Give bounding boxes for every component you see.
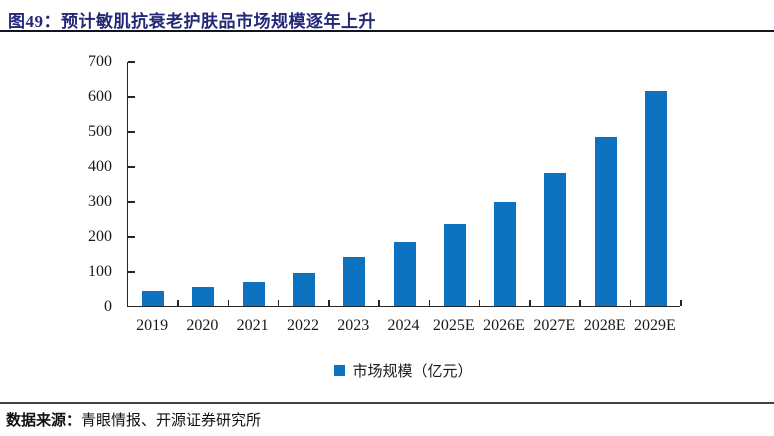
bar-2025E [443, 224, 466, 306]
y-tick-label-500: 500 [88, 123, 112, 140]
data-source: 数据来源：青眼情报、开源证券研究所 [6, 409, 261, 430]
x-tick-label-2022: 2022 [286, 317, 319, 334]
x-tick-label-2020: 2020 [186, 317, 219, 334]
bar-2029E [644, 91, 667, 306]
x-tick-label-2029E: 2029E [633, 317, 676, 334]
x-tick-label-2027E: 2027E [533, 317, 576, 334]
y-tick-mark-100 [128, 271, 135, 273]
x-tick-label-2028E: 2028E [583, 317, 626, 334]
bar-2023 [343, 257, 366, 306]
bar-2021 [242, 282, 265, 306]
y-tick-mark-700 [128, 61, 135, 63]
y-tick-mark-500 [128, 131, 135, 133]
x-tick-mark-11 [680, 300, 682, 306]
x-tick-mark-4 [328, 300, 330, 306]
bar-2024 [393, 242, 416, 306]
x-tick-mark-6 [428, 300, 431, 306]
x-tick-mark-10 [629, 300, 632, 306]
y-tick-label-700: 700 [88, 53, 112, 70]
bar-2020 [192, 287, 215, 306]
x-tick-mark-2 [227, 300, 230, 306]
x-axis-labels: 2019 2020 2021 2022 2023 2024 2025E 2026E 2027E 2… [127, 317, 680, 337]
x-tick-label-2024: 2024 [387, 317, 420, 334]
x-tick-mark-7 [478, 300, 481, 306]
footer-divider [0, 402, 774, 404]
bar-2028E [594, 136, 617, 306]
page-title: 图49：预计敏肌抗衰老护肤品市场规模逐年上升 [8, 12, 376, 31]
x-tick-label-2023: 2023 [337, 317, 370, 334]
y-axis-labels: 0 100 200 300 400 500 600 700 [0, 53, 112, 315]
y-tick-mark-200 [128, 236, 135, 238]
title-divider [0, 30, 774, 32]
bar-2027E [544, 173, 567, 306]
x-tick-label-2026E: 2026E [483, 317, 525, 334]
y-tick-label-600: 600 [88, 88, 112, 105]
bar-2026E [494, 202, 517, 306]
x-tick-mark-1 [177, 300, 179, 306]
bar-2022 [292, 273, 315, 306]
legend: 市场规模（亿元） [127, 360, 680, 381]
bar-2019 [142, 290, 165, 306]
legend-label: 市场规模（亿元） [352, 364, 473, 380]
y-tick-label-200: 200 [88, 228, 112, 245]
x-tick-label-2021: 2021 [236, 317, 269, 334]
y-tick-label-300: 300 [88, 193, 112, 210]
x-tick-label-2019: 2019 [136, 317, 169, 334]
data-source-label: 数据来源： [6, 413, 82, 429]
x-tick-mark-5 [378, 300, 380, 306]
legend-swatch-icon [334, 365, 346, 376]
y-tick-mark-300 [128, 201, 135, 203]
x-tick-label-2025E: 2025E [432, 317, 475, 334]
y-tick-mark-400 [128, 166, 135, 168]
x-tick-mark-8 [529, 300, 531, 306]
y-tick-label-0: 0 [104, 298, 112, 315]
data-source-value: 青眼情报、开源证券研究所 [81, 413, 262, 429]
x-tick-mark-9 [579, 300, 581, 306]
plot-area [127, 61, 682, 307]
y-tick-mark-600 [128, 96, 135, 98]
y-tick-label-100: 100 [88, 263, 112, 280]
figure: 图49：预计敏肌抗衰老护肤品市场规模逐年上升 0 100 200 300 400 500 6… [0, 12, 774, 381]
x-tick-mark-3 [277, 300, 280, 306]
y-tick-label-400: 400 [88, 158, 112, 175]
